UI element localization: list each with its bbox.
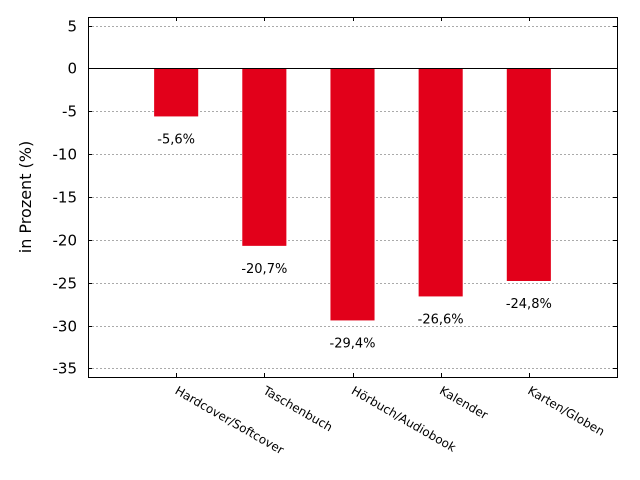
y-tick-label: -20 (53, 232, 78, 250)
y-tick-label: -10 (53, 146, 78, 164)
y-tick-label: -30 (53, 318, 78, 336)
bar-value-label: -5,6% (157, 132, 195, 147)
x-category-label: Karten/Globen (525, 383, 607, 438)
y-tick-label: -5 (62, 103, 77, 121)
bar-value-label: -26,6% (418, 312, 464, 327)
bar (330, 68, 375, 321)
bar-value-label: -29,4% (330, 336, 376, 351)
y-tick-label: -15 (53, 189, 78, 207)
bars (154, 68, 551, 321)
y-tick-label: -25 (53, 275, 78, 293)
bar (242, 68, 287, 246)
x-category-label: Taschenbuch (260, 383, 335, 434)
bar-value-label: -24,8% (506, 297, 552, 312)
x-category-label: Kalender (437, 383, 490, 422)
y-tick-label: 0 (67, 60, 77, 78)
bar-value-label: -20,7% (241, 262, 287, 277)
y-tick-label: -35 (53, 360, 78, 378)
y-axis-title: in Prozent (%) (16, 141, 35, 253)
bar (418, 68, 463, 297)
y-axis-ticks: 5 0 -5 -10 -15 -20 -25 -30 -35 (53, 18, 617, 378)
y-tick-label: 5 (67, 18, 77, 36)
bar (506, 68, 551, 281)
bar (154, 68, 199, 117)
data-labels: -5,6% -20,7% -29,4% -26,6% -24,8% (157, 132, 552, 351)
